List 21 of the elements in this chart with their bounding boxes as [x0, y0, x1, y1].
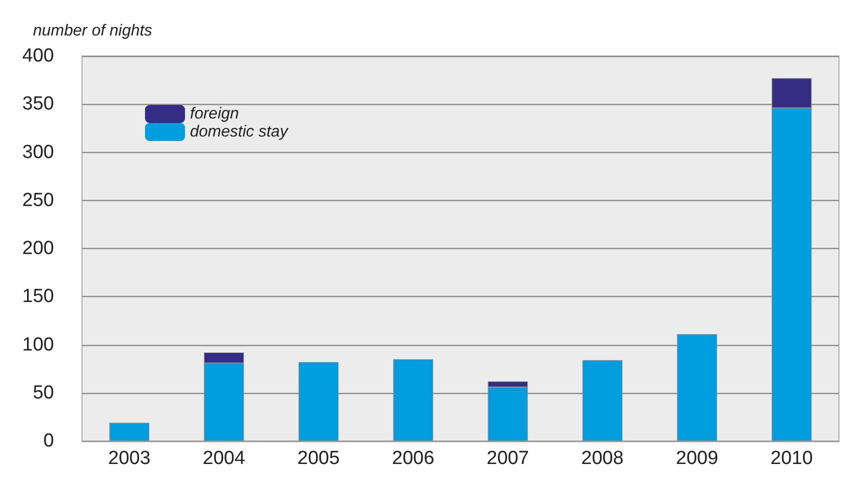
- y-axis-title: number of nights: [33, 22, 152, 40]
- y-tick-label: 150: [22, 286, 54, 308]
- x-tick-label: 2004: [202, 448, 246, 469]
- legend-label: foreign: [190, 106, 240, 122]
- y-tick-label: 350: [22, 94, 54, 115]
- x-tick-label: 2006: [392, 448, 434, 469]
- y-tick-label: 250: [22, 190, 54, 211]
- y-tick-label: 200: [22, 238, 54, 259]
- y-tick-label: 50: [32, 382, 54, 404]
- y-tick-label: 0: [43, 430, 54, 452]
- y-tick-label: 400: [22, 46, 54, 66]
- y-tick-label: 300: [22, 142, 54, 163]
- x-tick-label: 2005: [297, 448, 340, 469]
- x-tick-label: 2010: [770, 448, 813, 469]
- bar: [109, 422, 150, 441]
- x-tick-label: 2007: [486, 448, 529, 469]
- x-tick-label: 2008: [581, 448, 624, 469]
- x-tick-label: 2009: [676, 448, 718, 469]
- x-tick-label: 2003: [108, 448, 150, 469]
- legend-label: domestic stay: [190, 124, 289, 140]
- y-tick-label: 100: [22, 334, 54, 356]
